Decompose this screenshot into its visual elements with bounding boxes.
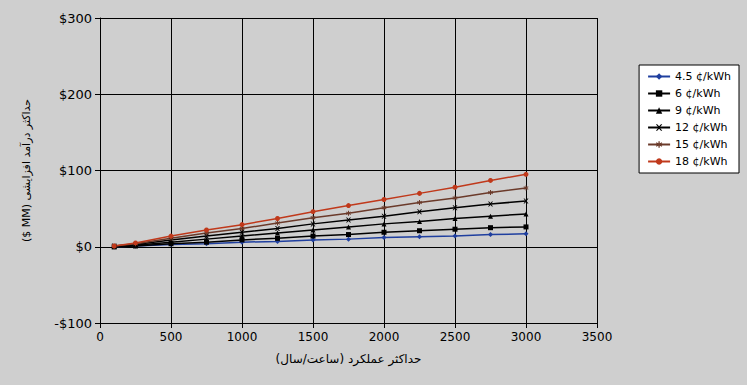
svg-text:15 ¢/kWh: 15 ¢/kWh: [675, 138, 727, 151]
svg-text:2500: 2500: [440, 330, 471, 344]
svg-text:3000: 3000: [511, 330, 542, 344]
svg-text:9 ¢/kWh: 9 ¢/kWh: [675, 104, 720, 117]
svg-text:0: 0: [96, 330, 104, 344]
svg-text:$200: $200: [59, 87, 92, 102]
svg-text:12 ¢/kWh: 12 ¢/kWh: [675, 121, 727, 134]
svg-text:حداکثر عملکرد (ساعت/سال): حداکثر عملکرد (ساعت/سال): [276, 352, 422, 367]
svg-text:$0: $0: [75, 239, 92, 254]
svg-text:$100: $100: [59, 163, 92, 178]
svg-text:2000: 2000: [369, 330, 400, 344]
svg-text:500: 500: [160, 330, 183, 344]
svg-text:1500: 1500: [298, 330, 329, 344]
svg-text:6 ¢/kWh: 6 ¢/kWh: [675, 87, 720, 100]
svg-text:($ MM) حداکثر درآمد افزایشی: ($ MM) حداکثر درآمد افزایشی: [19, 99, 33, 242]
svg-text:3500: 3500: [582, 330, 613, 344]
svg-text:1000: 1000: [227, 330, 258, 344]
svg-text:-$100: -$100: [54, 316, 92, 331]
svg-text:18 ¢/kWh: 18 ¢/kWh: [675, 155, 727, 168]
svg-text:4.5 ¢/kWh: 4.5 ¢/kWh: [675, 70, 731, 83]
svg-text:$300: $300: [59, 11, 92, 26]
